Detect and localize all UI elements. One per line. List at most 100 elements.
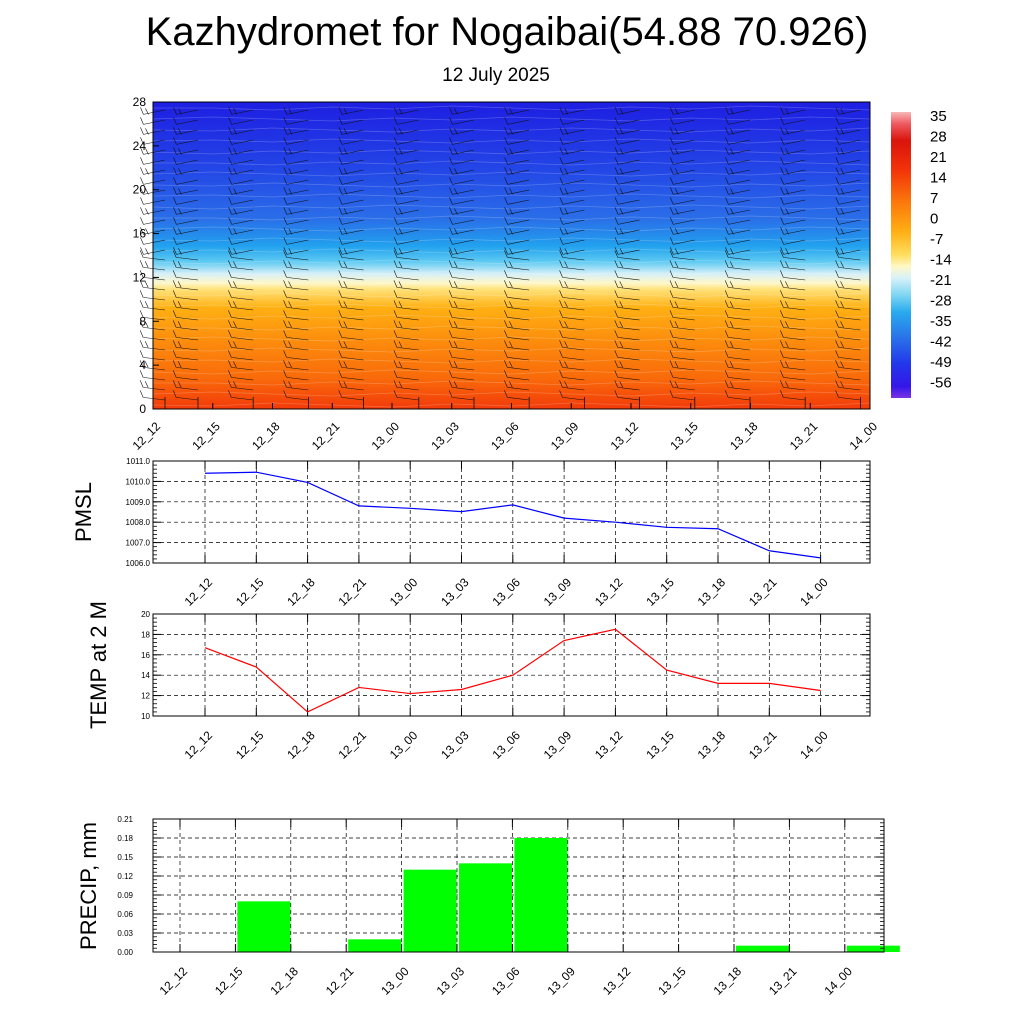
wind-barb-shaft xyxy=(617,287,640,291)
wind-barb-flag xyxy=(559,390,563,398)
wind-barbs xyxy=(139,105,871,409)
wind-barb-flag xyxy=(393,330,398,338)
wind-barb-flag xyxy=(398,281,403,288)
wind-barb-shaft xyxy=(286,229,309,235)
wind-barb-flag xyxy=(614,300,619,308)
wind-barb-shaft xyxy=(396,397,419,401)
wind-barb-flag xyxy=(724,350,729,358)
x-tick-label: 13_21 xyxy=(746,575,780,609)
wind-barb-shaft xyxy=(672,327,695,331)
wind-barb-flag xyxy=(449,137,453,145)
wind-barb-flag xyxy=(283,167,288,175)
wind-barb-shaft xyxy=(562,397,585,401)
wind-barb-flag xyxy=(835,207,840,215)
wind-barb-flag xyxy=(338,207,343,215)
wind-barb-flag xyxy=(564,301,568,308)
wind-barb-flag xyxy=(674,341,679,348)
wind-barb-flag xyxy=(509,261,513,268)
wind-barb-shaft xyxy=(672,287,695,291)
wind-barb-shaft xyxy=(397,139,419,145)
wind-barb-shaft xyxy=(838,129,861,135)
wind-barb-flag xyxy=(178,108,182,115)
wind-barb-shaft xyxy=(562,109,585,115)
wind-barb-flag xyxy=(509,228,513,235)
wind-barb-flag xyxy=(614,107,619,115)
wind-barb-shaft xyxy=(617,257,640,261)
wind-barb-shaft xyxy=(452,119,475,125)
wind-barb-flag xyxy=(564,108,569,115)
wind-barb-flag xyxy=(283,370,287,378)
wind-barb-shaft xyxy=(617,277,640,281)
wind-barb-flag xyxy=(725,217,729,225)
heatmap-x-tick-label: 13_03 xyxy=(428,419,462,453)
wind-barb-shaft xyxy=(143,219,166,225)
wind-barb-shaft xyxy=(728,317,751,321)
precip-bars xyxy=(237,838,900,952)
wind-barb-flag xyxy=(780,350,784,358)
wind-barb-shaft xyxy=(452,229,475,235)
wind-barb-shaft xyxy=(783,397,806,401)
wind-barb-shaft xyxy=(617,367,640,371)
wind-barb-flag xyxy=(614,330,619,338)
colorbar-label: 0 xyxy=(930,211,938,228)
wind-barb-shaft xyxy=(562,189,585,195)
wind-barb-shaft xyxy=(728,159,751,165)
wind-barb-flag xyxy=(139,370,144,378)
wind-barb-flag xyxy=(145,248,149,255)
wind-barb-flag xyxy=(504,250,508,258)
wind-barb-flag xyxy=(228,157,232,165)
wind-barb-shaft xyxy=(562,347,585,351)
wind-barb-flag xyxy=(614,360,619,368)
contour-line xyxy=(152,116,871,122)
x-tick-label: 13_18 xyxy=(695,728,729,762)
heatmap-y-tick-label: 0 xyxy=(139,402,146,416)
wind-barb-shaft xyxy=(783,149,806,155)
wind-barb-flag xyxy=(233,108,237,115)
wind-barb-flag xyxy=(140,177,144,185)
wind-barb-shaft xyxy=(728,377,751,381)
wind-barb-flag xyxy=(338,247,343,255)
wind-barb-flag xyxy=(173,177,177,185)
wind-barb-shaft xyxy=(396,347,419,351)
wind-barb-shaft xyxy=(838,209,861,215)
wind-barb-shaft xyxy=(507,149,530,155)
wind-barb-shaft xyxy=(507,337,530,341)
wind-barb-shaft xyxy=(397,169,419,175)
wind-barb-flag xyxy=(283,217,288,225)
wind-barb-flag xyxy=(393,280,398,288)
wind-barb-shaft xyxy=(341,229,364,235)
wind-barb-shaft xyxy=(176,297,199,301)
wind-barb-flag xyxy=(669,260,674,268)
wind-barb-flag xyxy=(283,270,287,278)
y-tick-label: 1007.0 xyxy=(126,539,151,548)
colorbar-label: 14 xyxy=(930,170,947,187)
wind-barb-shaft xyxy=(341,267,364,271)
wind-barb-flag xyxy=(173,207,177,215)
wind-barb-flag xyxy=(730,168,734,175)
wind-barb-shaft xyxy=(452,347,475,351)
wind-barb-shaft xyxy=(231,129,254,135)
wind-barb-shaft xyxy=(286,257,309,261)
wind-barb-shaft xyxy=(728,297,751,301)
wind-barb-flag xyxy=(504,177,508,185)
x-tick-label: 12_18 xyxy=(284,728,318,762)
wind-barb-flag xyxy=(393,350,398,358)
wind-barb-shaft xyxy=(341,307,364,311)
wind-barb-flag xyxy=(835,390,839,398)
wind-barb-flag xyxy=(729,321,734,328)
y-tick-label: 1010.0 xyxy=(126,477,151,486)
wind-barb-flag xyxy=(233,301,237,308)
wind-barb-flag xyxy=(504,360,508,368)
wind-barb-flag xyxy=(338,227,343,235)
wind-barb-flag xyxy=(448,380,453,388)
wind-barb-shaft xyxy=(341,159,364,165)
x-tick-label: 13_15 xyxy=(643,575,677,609)
colorbar: 35 28 21 14 7 0 -7 -14 -21 -28 -35 -42 -49 -56 xyxy=(891,108,952,398)
wind-barb-flag xyxy=(393,320,398,328)
wind-barb-shaft xyxy=(143,159,166,165)
wind-barb-flag xyxy=(228,217,232,225)
wind-barb-flag xyxy=(835,350,839,358)
wind-barb-flag xyxy=(509,248,513,255)
wind-barb-flag xyxy=(614,147,619,155)
wind-barb-flag xyxy=(559,207,564,215)
